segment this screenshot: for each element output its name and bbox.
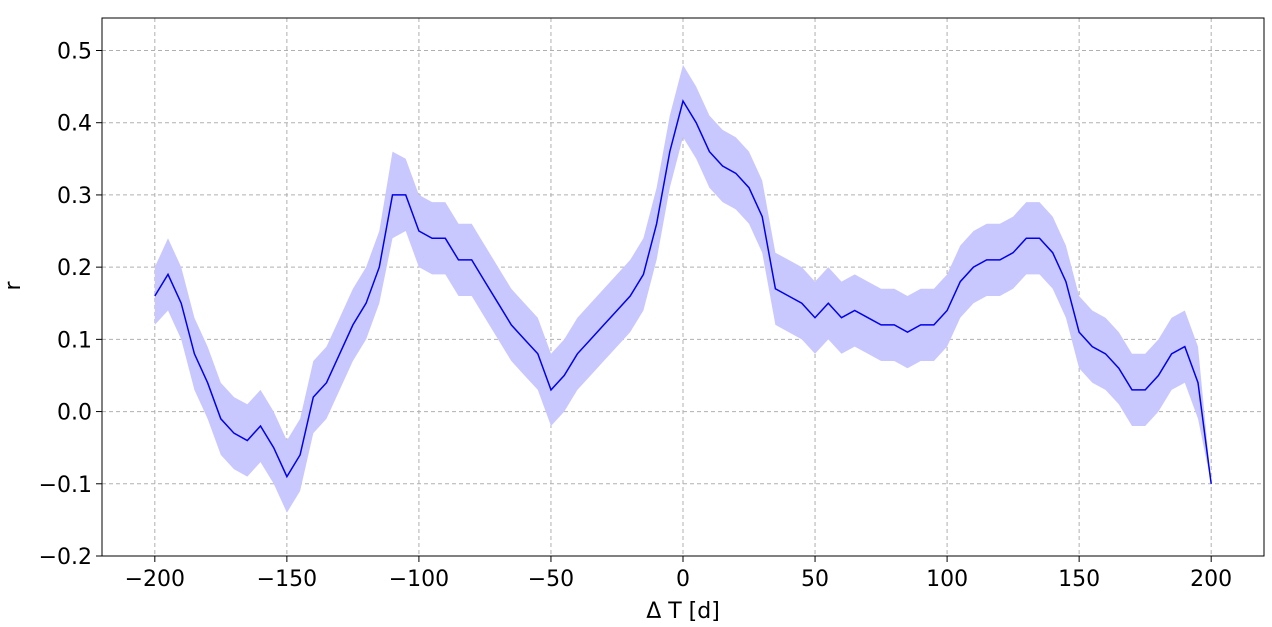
y-tick-label: 0.1 xyxy=(57,328,92,353)
x-tick-label: −150 xyxy=(257,567,317,592)
x-tick-label: 100 xyxy=(926,567,968,592)
x-tick-label: −200 xyxy=(125,567,185,592)
y-tick-label: 0.4 xyxy=(57,112,92,137)
x-tick-label: 200 xyxy=(1190,567,1232,592)
y-tick-label: 0.3 xyxy=(57,184,92,209)
y-tick-label: 0.0 xyxy=(57,401,92,426)
y-tick-label: −0.1 xyxy=(39,473,92,498)
correlation-line xyxy=(154,99,1212,484)
axis-ticks: −200 −150 −100 −50 0 50 100 150 200 −0.2 −0.1 0.0 0.… xyxy=(39,39,1233,592)
y-tick-label: 0.5 xyxy=(57,39,92,64)
x-tick-label: 50 xyxy=(801,567,829,592)
x-tick-label: 150 xyxy=(1058,567,1100,592)
confidence-band xyxy=(154,64,1212,513)
y-tick-label: 0.2 xyxy=(57,256,92,281)
x-axis-label: Δ T [d] xyxy=(646,599,720,624)
y-axis-label: r xyxy=(1,281,26,291)
y-tick-label: −0.2 xyxy=(39,545,92,570)
x-tick-label: −50 xyxy=(528,567,574,592)
x-tick-label: −100 xyxy=(389,567,449,592)
x-tick-label: 0 xyxy=(676,567,690,592)
